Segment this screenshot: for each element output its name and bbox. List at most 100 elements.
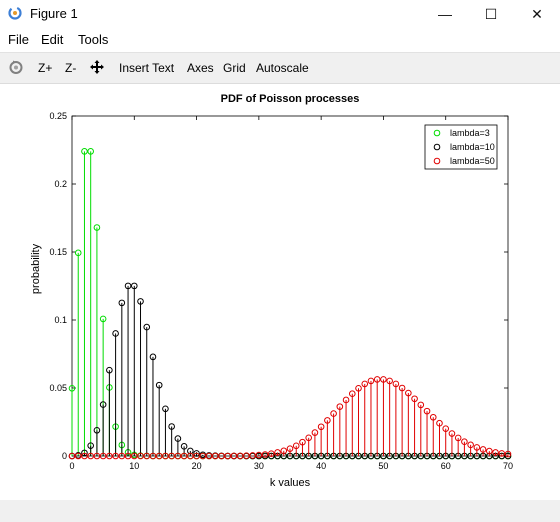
stem-marker [93, 452, 101, 460]
autoscale-button[interactable]: Autoscale [256, 61, 309, 75]
x-tick-label: 50 [378, 461, 388, 471]
stem-marker [87, 148, 94, 155]
stem-marker [187, 447, 194, 455]
stem-marker [386, 377, 393, 385]
stem-marker [467, 441, 474, 449]
stem-marker [448, 430, 456, 437]
y-tick-label: 0.15 [49, 247, 67, 257]
grid-button[interactable]: Grid [223, 61, 246, 75]
stem-marker [436, 419, 443, 427]
x-tick-label: 0 [69, 461, 74, 471]
stem-marker [317, 423, 325, 431]
zoom-out-button[interactable]: Z- [65, 61, 77, 75]
stem-marker [367, 377, 375, 385]
pan-icon[interactable] [89, 59, 105, 75]
legend-marker [433, 129, 441, 137]
stem-marker [454, 434, 462, 442]
stem-marker [130, 452, 138, 460]
chart-title: PDF of Poisson processes [221, 93, 360, 105]
stem-marker [492, 449, 499, 456]
close-button[interactable]: ✕ [514, 0, 560, 28]
stem-marker [342, 396, 350, 404]
stem-marker [423, 407, 431, 415]
stem-marker [81, 449, 88, 457]
close-icon: ✕ [531, 5, 543, 22]
maximize-button[interactable]: ☐ [468, 0, 514, 28]
stem-marker [106, 366, 113, 374]
legend-marker [433, 157, 441, 165]
stem-marker [155, 452, 163, 460]
x-tick-label: 60 [441, 461, 451, 471]
stem-marker [81, 148, 88, 155]
stem-marker [411, 395, 418, 403]
stem-marker [99, 315, 107, 323]
stem-marker [99, 401, 107, 408]
legend-label: lambda=50 [450, 156, 495, 166]
x-axis-label: k values [270, 477, 311, 489]
stem-marker [336, 403, 344, 410]
stem-marker [180, 443, 188, 450]
insert-text-button[interactable]: Insert Text [119, 61, 175, 75]
stem-marker [355, 384, 362, 392]
stem-marker [504, 450, 512, 458]
stem-marker [398, 384, 406, 392]
menu-tools[interactable]: Tools [78, 32, 109, 47]
menu-edit[interactable]: Edit [41, 32, 64, 47]
stem-marker [137, 298, 144, 305]
stem-marker [230, 452, 238, 460]
stem-marker [236, 452, 244, 460]
stem-marker [286, 445, 294, 452]
x-tick-label: 70 [503, 461, 513, 471]
stem-marker [305, 434, 312, 442]
stem-marker [392, 380, 400, 388]
minimize-button[interactable]: — [422, 0, 468, 28]
stem-marker [274, 449, 281, 456]
y-tick-label: 0.1 [54, 315, 67, 325]
stem-marker [218, 452, 225, 460]
stem-marker [193, 452, 200, 460]
x-tick-label: 30 [254, 461, 264, 471]
window-title: Figure 1 [30, 6, 78, 21]
stem-marker [205, 452, 213, 460]
stem-marker [498, 450, 506, 457]
poisson-pdf-chart: PDF of Poisson processes 0 0.05 0.1 0.15 0.2… [30, 93, 513, 489]
menu-file[interactable]: File [8, 32, 29, 47]
axes-button[interactable]: Axes [187, 61, 214, 75]
stem-marker [479, 446, 487, 453]
stem-marker [87, 452, 94, 460]
legend: lambda=3 lambda=10 lambda=50 [424, 124, 498, 170]
stem-marker [249, 452, 256, 459]
stem-marker [373, 376, 381, 383]
stem-series [68, 148, 512, 460]
legend-box [424, 124, 498, 170]
app-icon [8, 6, 22, 20]
stem-marker [405, 389, 412, 397]
title-bar: Figure 1 — ☐ ✕ [0, 0, 560, 28]
stem-marker [93, 426, 101, 434]
axes-frame [71, 115, 509, 457]
zoom-in-button[interactable]: Z+ [38, 61, 53, 75]
stem-marker [168, 423, 175, 430]
x-tick-label: 10 [129, 461, 139, 471]
y-axis: 0 0.05 0.1 0.15 0.2 0.25 [49, 111, 508, 461]
stem-marker [361, 380, 369, 388]
x-axis: 0 10 20 30 40 50 60 70 [69, 116, 513, 471]
legend-label: lambda=3 [450, 128, 490, 138]
stem-marker [162, 405, 169, 413]
stem-marker [143, 323, 151, 331]
y-tick-label: 0 [62, 451, 67, 461]
stem-marker [417, 401, 425, 409]
stem-marker [243, 452, 250, 460]
stem-marker [118, 299, 126, 307]
stem-marker [106, 452, 113, 460]
stem-marker [112, 330, 119, 337]
plot-area [71, 115, 509, 457]
stem-marker [74, 249, 82, 257]
rotate-icon[interactable] [8, 59, 24, 75]
stem-marker [180, 452, 188, 460]
stem-marker [68, 452, 76, 460]
stem-marker [348, 390, 356, 398]
stem-marker [193, 450, 200, 457]
stem-marker [211, 452, 219, 460]
legend-label: lambda=10 [450, 142, 495, 152]
